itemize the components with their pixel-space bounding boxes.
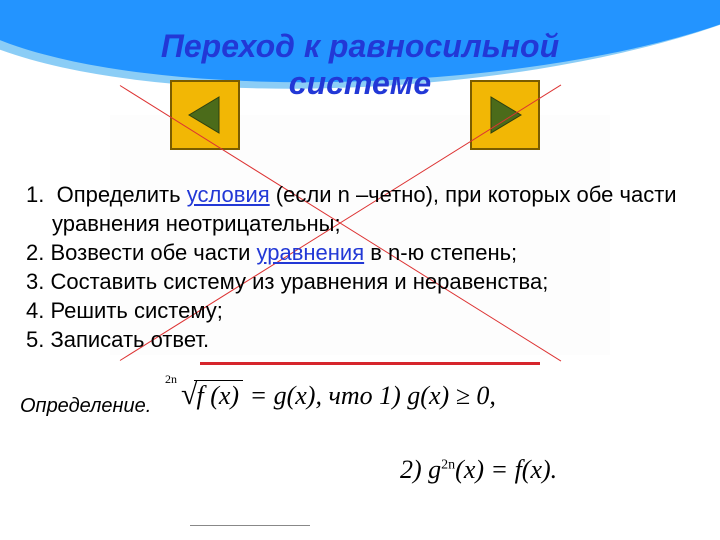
title-line1: Переход к равносильной (161, 28, 559, 64)
root-expr: 2n √f (x) (175, 378, 243, 412)
conditions-link[interactable]: условия (187, 182, 270, 207)
step-2-pre: 2. Возвести обе части (26, 240, 256, 265)
step-5: 5. Записать ответ. (20, 325, 700, 354)
definition-label: Определение. (20, 395, 151, 418)
step-1: 1. Определить условия (если n –четно), п… (20, 180, 700, 238)
formula-2-post: (x) = f(x). (455, 455, 557, 484)
arrow-right-icon (483, 93, 527, 137)
page-title: Переход к равносильной системе (0, 28, 720, 102)
step-4: 4. Решить систему; (20, 296, 700, 325)
formula-2-sup: 2n (441, 457, 455, 472)
root-degree: 2n (165, 372, 177, 387)
step-2: 2. Возвести обе части уравнения в n-ю ст… (20, 238, 700, 267)
step-3: 3. Составить систему из уравнения и нера… (20, 267, 700, 296)
bottom-underline (190, 525, 310, 526)
title-line2: системе (289, 65, 431, 101)
next-button[interactable] (470, 80, 540, 150)
red-rule (200, 362, 540, 365)
step-1-pre: Определить (57, 182, 187, 207)
root-radicand: f (x) (194, 380, 243, 410)
formula-2: 2) g2n(x) = f(x). (400, 455, 557, 485)
equation-link[interactable]: уравнения (256, 240, 364, 265)
step-2-post: в n-ю степень; (364, 240, 517, 265)
arrow-left-icon (183, 93, 227, 137)
formula-2-pre: 2) g (400, 455, 441, 484)
steps-list: 1. Определить условия (если n –четно), п… (20, 180, 700, 354)
formula-1-tail: = g(x), что 1) g(x) ≥ 0, (250, 381, 496, 410)
formula-1: 2n √f (x) = g(x), что 1) g(x) ≥ 0, (175, 378, 496, 412)
